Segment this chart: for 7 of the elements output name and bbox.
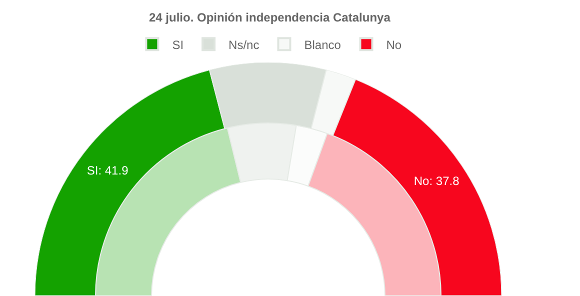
legend-label: Ns/nc <box>228 38 260 52</box>
data-label: No: 37.8 <box>414 174 460 188</box>
legend-label: Blanco <box>304 38 342 52</box>
legend-label: SI <box>172 38 184 52</box>
chart-title: 24 julio. Opinión independencia Catalunya <box>149 10 391 25</box>
legend-label: No <box>386 38 402 52</box>
data-label: SI: 41.9 <box>86 164 129 178</box>
